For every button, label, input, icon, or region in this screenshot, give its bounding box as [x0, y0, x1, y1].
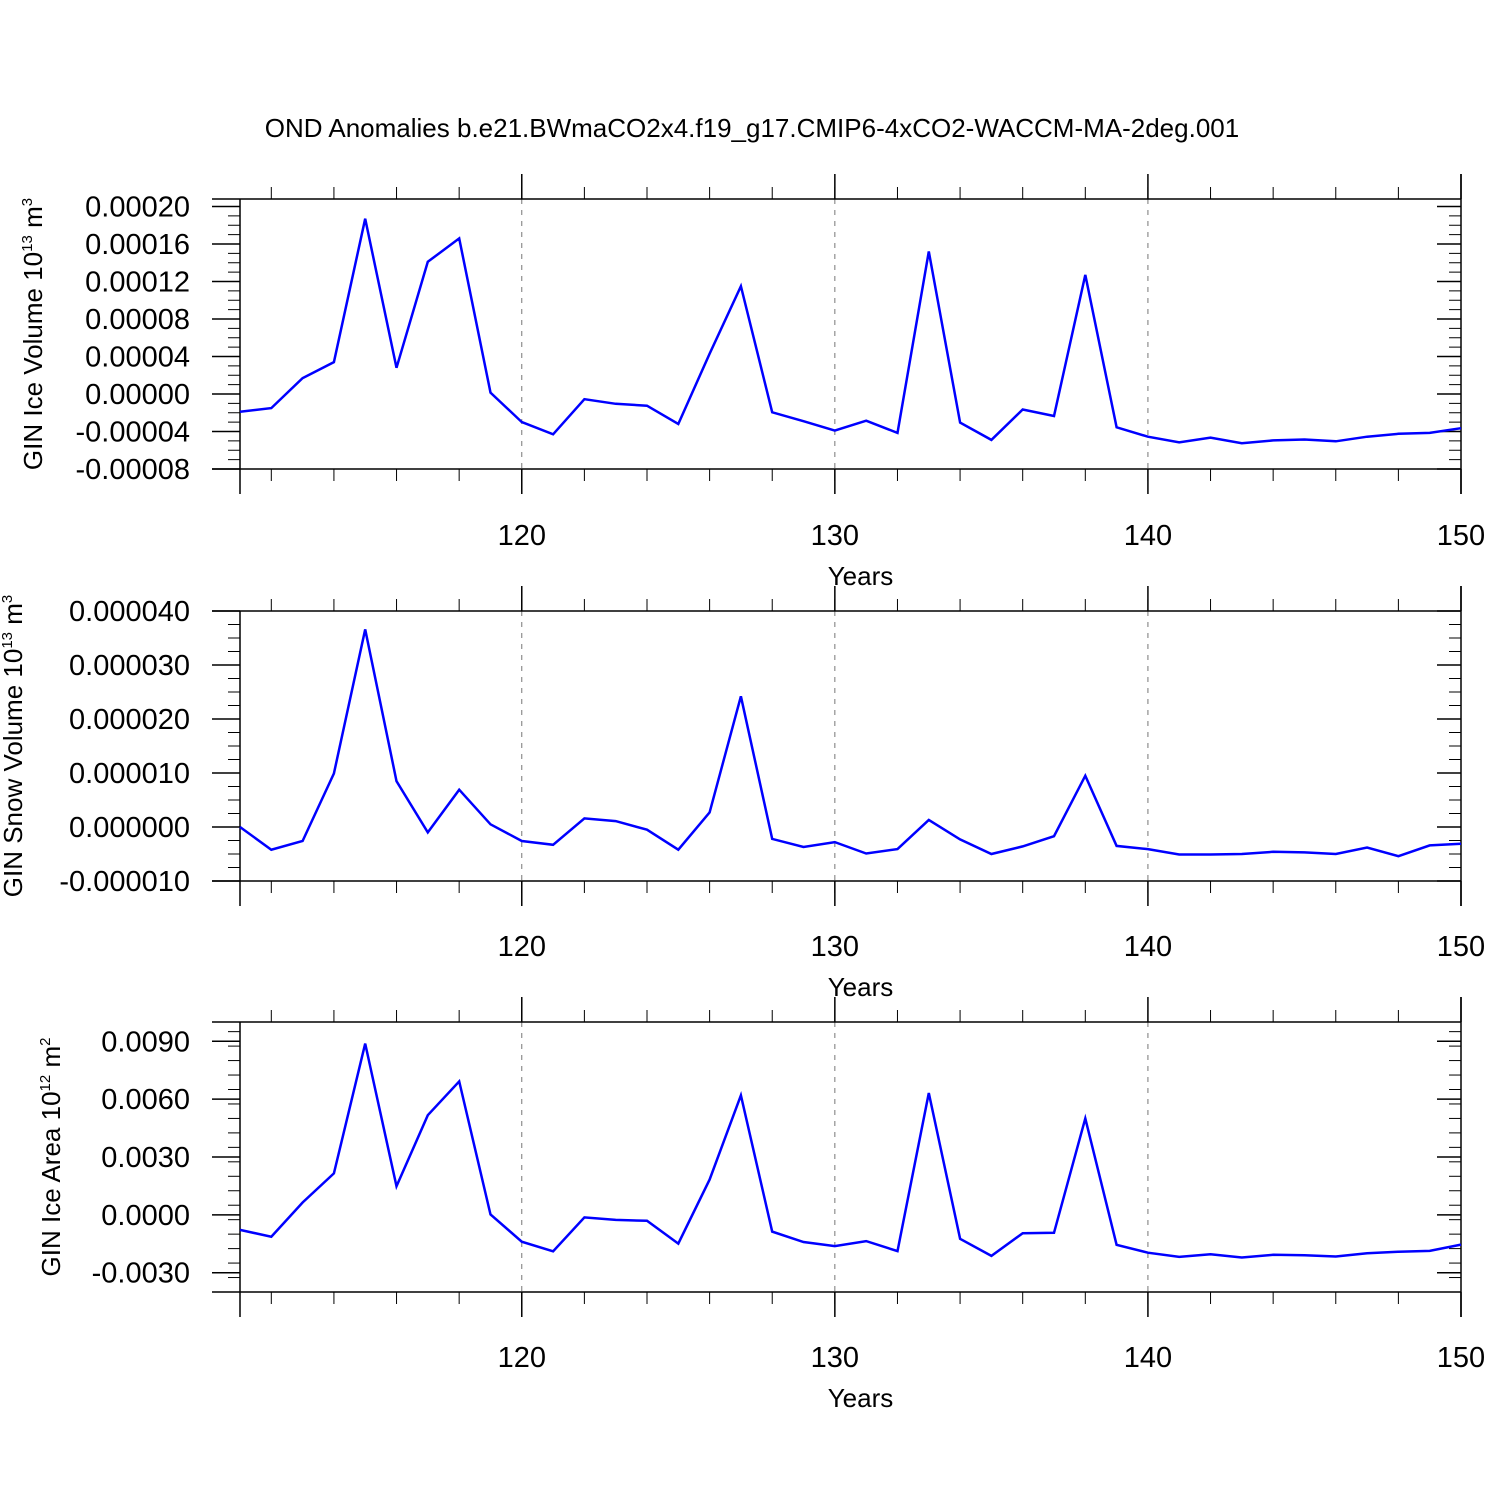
y-tick-label: 0.0000: [101, 1200, 190, 1232]
y-axis-title-exponent: 13: [0, 632, 16, 649]
x-tick-label: 150: [1437, 520, 1485, 552]
y-axis-title-text: GIN Ice Area 10: [36, 1091, 66, 1276]
x-tick-label: 150: [1437, 931, 1485, 963]
y-axis-title: GIN Snow Volume 1013 m3: [0, 595, 28, 898]
y-axis-title-unit-exponent: 3: [0, 595, 16, 603]
series-line: [239, 1043, 1462, 1259]
y-tick-label: 0.000000: [69, 812, 190, 844]
x-tick-label: 120: [498, 931, 546, 963]
y-axis-title-exponent: 13: [19, 235, 36, 252]
y-tick-label: 0.00012: [85, 267, 190, 299]
y-tick-label: -0.0030: [92, 1258, 190, 1290]
x-axis-title: Years: [828, 561, 894, 591]
y-tick-label: -0.000010: [59, 866, 190, 898]
x-tick-label: 120: [498, 520, 546, 552]
x-tick-label: 140: [1124, 931, 1172, 963]
y-axis-title-text: GIN Ice Volume 10: [18, 252, 48, 470]
y-axis-title-unit: m: [36, 1046, 66, 1075]
x-tick-label: 140: [1124, 1342, 1172, 1374]
y-tick-label: 0.00004: [85, 342, 190, 374]
y-axis-title-unit: m: [18, 206, 48, 235]
series-line: [239, 629, 1462, 858]
y-tick-label: 0.00020: [85, 192, 190, 224]
y-axis-title: GIN Ice Volume 1013 m3: [18, 198, 48, 470]
y-axis-title-text: GIN Snow Volume 10: [0, 649, 28, 898]
x-axis-title: Years: [828, 972, 894, 1002]
panel-2: -0.000010 0.000000 0.000010 0.000020 0.00003…: [0, 586, 1485, 1002]
y-tick-label: 0.000030: [69, 650, 190, 682]
y-tick-label: 0.0090: [101, 1026, 190, 1058]
x-tick-label: 120: [498, 1342, 546, 1374]
x-tick-label: 150: [1437, 1342, 1485, 1374]
y-tick-label: 0.0060: [101, 1084, 190, 1116]
x-tick-label: 130: [811, 1342, 859, 1374]
y-tick-label: 0.000010: [69, 758, 190, 790]
y-axis-title-exponent: 12: [37, 1075, 54, 1092]
y-tick-label: 0.0030: [101, 1142, 190, 1174]
y-tick-label: 0.00016: [85, 229, 190, 261]
y-tick-label: 0.000040: [69, 596, 190, 628]
y-tick-label: -0.00004: [76, 417, 191, 449]
panel-1: -0.00008 -0.00004 0.00000 0.00004 0.00008 0.0…: [18, 174, 1485, 591]
y-axis-title-unit-exponent: 3: [19, 198, 36, 206]
x-axis-title: Years: [828, 1383, 894, 1413]
y-tick-label: -0.00008: [76, 454, 191, 486]
x-tick-label: 130: [811, 931, 859, 963]
figure-title: OND Anomalies b.e21.BWmaCO2x4.f19_g17.CM…: [265, 113, 1239, 143]
y-tick-label: 0.000020: [69, 704, 190, 736]
panels: -0.00008 -0.00004 0.00000 0.00004 0.00008 0.0…: [0, 174, 1485, 1413]
y-axis-title-unit-exponent: 2: [37, 1038, 54, 1046]
y-tick-label: 0.00000: [85, 379, 190, 411]
x-tick-label: 140: [1124, 520, 1172, 552]
panel-3: -0.0030 0.0000 0.0030 0.0060 0.0090 120 130 140…: [36, 997, 1485, 1413]
x-tick-label: 130: [811, 520, 859, 552]
y-axis-title-unit: m: [0, 603, 28, 632]
series-line: [239, 218, 1462, 445]
y-axis-title: GIN Ice Area 1012 m2: [36, 1038, 66, 1277]
y-tick-label: 0.00008: [85, 304, 190, 336]
